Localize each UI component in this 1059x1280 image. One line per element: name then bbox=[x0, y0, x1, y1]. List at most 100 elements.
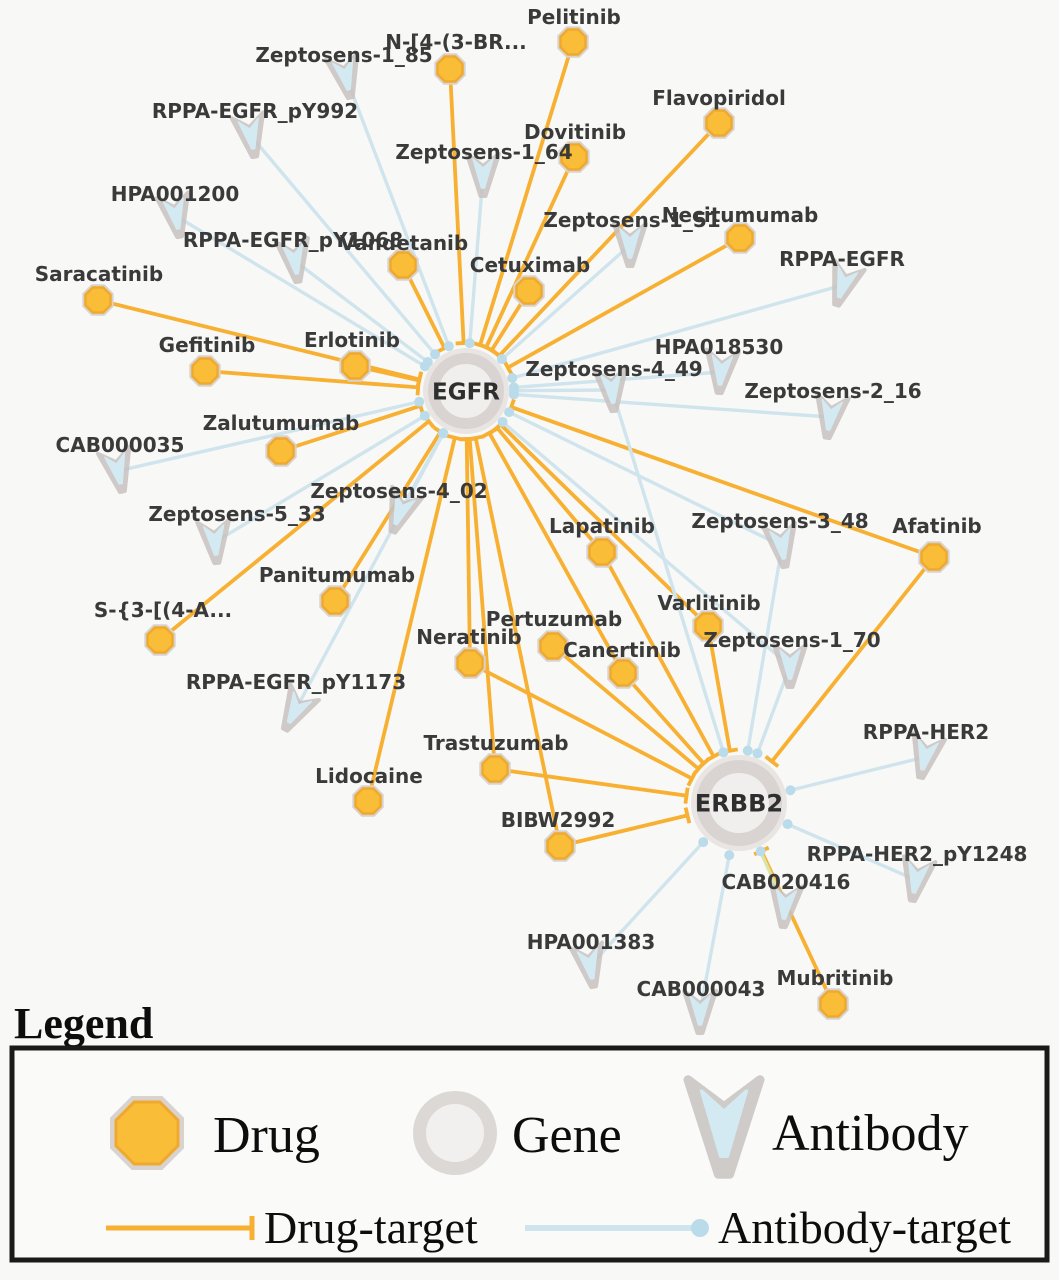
antibody-node-zeptosens-3-48[interactable] bbox=[761, 520, 801, 570]
antibody-label-zeptosens-1-85: Zeptosens-1_85 bbox=[255, 43, 432, 67]
antibody-chevron-inner bbox=[908, 861, 930, 894]
drug-node-lidocaine[interactable] bbox=[352, 785, 384, 817]
legend-antibody-target-line bbox=[525, 1219, 709, 1237]
antibody-chevron-inner bbox=[599, 372, 622, 404]
antibody-node-hpa018530[interactable] bbox=[703, 347, 741, 396]
antibody-node-cab020416[interactable] bbox=[767, 881, 805, 930]
antibody-chevron-inner bbox=[689, 995, 711, 1026]
legend-drug-target-line bbox=[106, 1216, 255, 1240]
drug-node-varlitinib[interactable] bbox=[692, 610, 724, 642]
gene-label-erbb2: ERBB2 bbox=[695, 790, 783, 818]
antibody-node-rppa-egfr[interactable] bbox=[821, 258, 867, 310]
antibody-target-edge-rppa-her2-erbb2 bbox=[790, 755, 926, 792]
antibody-chevron-inner bbox=[202, 524, 225, 556]
antibody-target-edge-zeptosens-3-48-erbb2 bbox=[746, 545, 784, 752]
edge-tee-endcap bbox=[683, 807, 692, 824]
antibody-chevron-inner bbox=[472, 158, 494, 189]
antibody-node-rppa-her2[interactable] bbox=[905, 731, 948, 781]
drug-target-edge-lapatinib-egfr bbox=[495, 426, 604, 554]
drug-node-n-4-3-br[interactable] bbox=[434, 53, 466, 85]
antibody-node-zeptosens-1-70[interactable] bbox=[772, 643, 808, 689]
drug-node-trastuzumab[interactable] bbox=[479, 753, 511, 785]
drug-node-necitumumab[interactable] bbox=[724, 222, 756, 254]
legend-antibody-label: Antibody bbox=[772, 1105, 968, 1162]
drug-node-lapatinib[interactable] bbox=[586, 536, 618, 568]
drug-octagon-icon bbox=[920, 543, 948, 571]
drug-octagon-icon bbox=[456, 649, 484, 677]
antibody-node-zeptosens-1-85[interactable] bbox=[323, 51, 366, 101]
antibody-node-zeptosens-2-16[interactable] bbox=[811, 391, 851, 441]
drug-node-vandetanib[interactable] bbox=[387, 249, 419, 281]
edge-dot-endcap bbox=[504, 407, 515, 418]
drug-label-pelitinib: Pelitinib bbox=[527, 5, 621, 29]
drug-node-dovitinib[interactable] bbox=[558, 141, 590, 173]
antibody-chevron-inner bbox=[779, 649, 801, 680]
drug-node-canertinib[interactable] bbox=[607, 657, 639, 689]
drug-target-edge-neratinib-egfr bbox=[464, 438, 472, 664]
edge-dot-endcap bbox=[752, 748, 763, 759]
antibody-chevron-inner bbox=[769, 528, 791, 560]
antibody-chevron-inner bbox=[775, 888, 798, 920]
drug-node-pelitinib[interactable] bbox=[557, 26, 589, 58]
edge-dot-endcap bbox=[724, 850, 735, 861]
drug-target-edge-pertuzumab-erbb2 bbox=[551, 644, 700, 771]
drug-octagon-icon bbox=[481, 755, 509, 783]
drug-node-panitumumab[interactable] bbox=[319, 585, 351, 617]
drug-node-flavopiridol[interactable] bbox=[703, 107, 735, 139]
drug-node-saracatinib[interactable] bbox=[82, 284, 114, 316]
legend-gene-circle-icon bbox=[413, 1091, 497, 1175]
drug-octagon-icon bbox=[694, 612, 722, 640]
drug-target-edge-pelitinib-egfr bbox=[478, 41, 575, 346]
drug-node-s-3-4-a[interactable] bbox=[144, 624, 176, 656]
gene-node-erbb2[interactable]: ERBB2 bbox=[691, 755, 787, 851]
drug-node-gefitinib[interactable] bbox=[189, 355, 221, 387]
drug-octagon-icon bbox=[819, 990, 847, 1018]
antibody-label-rppa-egfr-py1068: RPPA-EGFR_pY1068 bbox=[183, 228, 403, 252]
drug-label-cetuximab: Cetuximab bbox=[470, 253, 590, 277]
antibody-node-zeptosens-4-49[interactable] bbox=[592, 365, 630, 414]
antibody-chevron-inner bbox=[162, 197, 184, 230]
antibody-node-zeptosens-5-33[interactable] bbox=[195, 517, 233, 566]
antibody-node-cab000043[interactable] bbox=[682, 989, 718, 1035]
antibody-chevron-inner bbox=[821, 399, 843, 431]
drug-node-erlotinib[interactable] bbox=[339, 350, 371, 382]
drug-target-edge-necitumumab-egfr bbox=[506, 236, 741, 370]
legend-drug-target-label: Drug-target bbox=[264, 1202, 478, 1253]
drug-target-edge-trastuzumab-egfr bbox=[467, 438, 497, 770]
legend-drug-label: Drug bbox=[213, 1107, 320, 1164]
edge-dot-endcap bbox=[507, 373, 518, 384]
drug-node-neratinib[interactable] bbox=[454, 647, 486, 679]
drug-node-bibw2992[interactable] bbox=[544, 830, 576, 862]
antibody-node-cab000035[interactable] bbox=[95, 445, 138, 495]
antibody-node-zeptosens-1-64[interactable] bbox=[465, 152, 501, 198]
drug-node-mubritinib[interactable] bbox=[817, 988, 849, 1020]
antibody-target-edge-zeptosens-5-33-egfr bbox=[214, 414, 426, 544]
drug-node-pertuzumab[interactable] bbox=[537, 630, 569, 662]
antibody-node-rppa-her2-py1248[interactable] bbox=[897, 854, 938, 904]
edge-dot-endcap bbox=[414, 396, 425, 407]
drug-target-edge-afatinib-egfr bbox=[510, 405, 935, 559]
antibody-label-rppa-her2: RPPA-HER2 bbox=[863, 720, 989, 744]
edge-tee-endcap bbox=[686, 770, 698, 787]
drug-label-afatinib: Afatinib bbox=[892, 514, 982, 538]
antibody-node-zeptosens-1-51[interactable] bbox=[612, 222, 648, 268]
drug-node-cetuximab[interactable] bbox=[513, 275, 545, 307]
edge-layer bbox=[97, 41, 936, 1013]
antibody-label-rppa-egfr-py1173: RPPA-EGFR_pY1173 bbox=[186, 670, 406, 694]
antibody-label-hpa001383: HPA001383 bbox=[527, 930, 656, 954]
drug-label-trastuzumab: Trastuzumab bbox=[423, 731, 568, 755]
antibody-label-zeptosens-3-48: Zeptosens-3_48 bbox=[691, 509, 868, 533]
drug-node-zalutumumab[interactable] bbox=[265, 435, 297, 467]
antibody-node-hpa001383[interactable] bbox=[568, 940, 610, 990]
antibody-node-rppa-egfr-py992[interactable] bbox=[229, 110, 271, 160]
drug-label-vandetanib: Vandetanib bbox=[340, 231, 468, 255]
drug-octagon-icon bbox=[705, 109, 733, 137]
antibody-node-rppa-egfr-py1068[interactable] bbox=[274, 235, 314, 285]
gene-node-egfr[interactable]: EGFR bbox=[423, 348, 509, 434]
drug-node-afatinib[interactable] bbox=[918, 541, 950, 573]
antibody-node-zeptosens-4-02[interactable] bbox=[378, 484, 425, 537]
edge-dot-endcap bbox=[742, 745, 753, 756]
antibody-node-rppa-egfr-py1173[interactable] bbox=[271, 682, 321, 737]
antibody-node-hpa001200[interactable] bbox=[154, 190, 196, 240]
